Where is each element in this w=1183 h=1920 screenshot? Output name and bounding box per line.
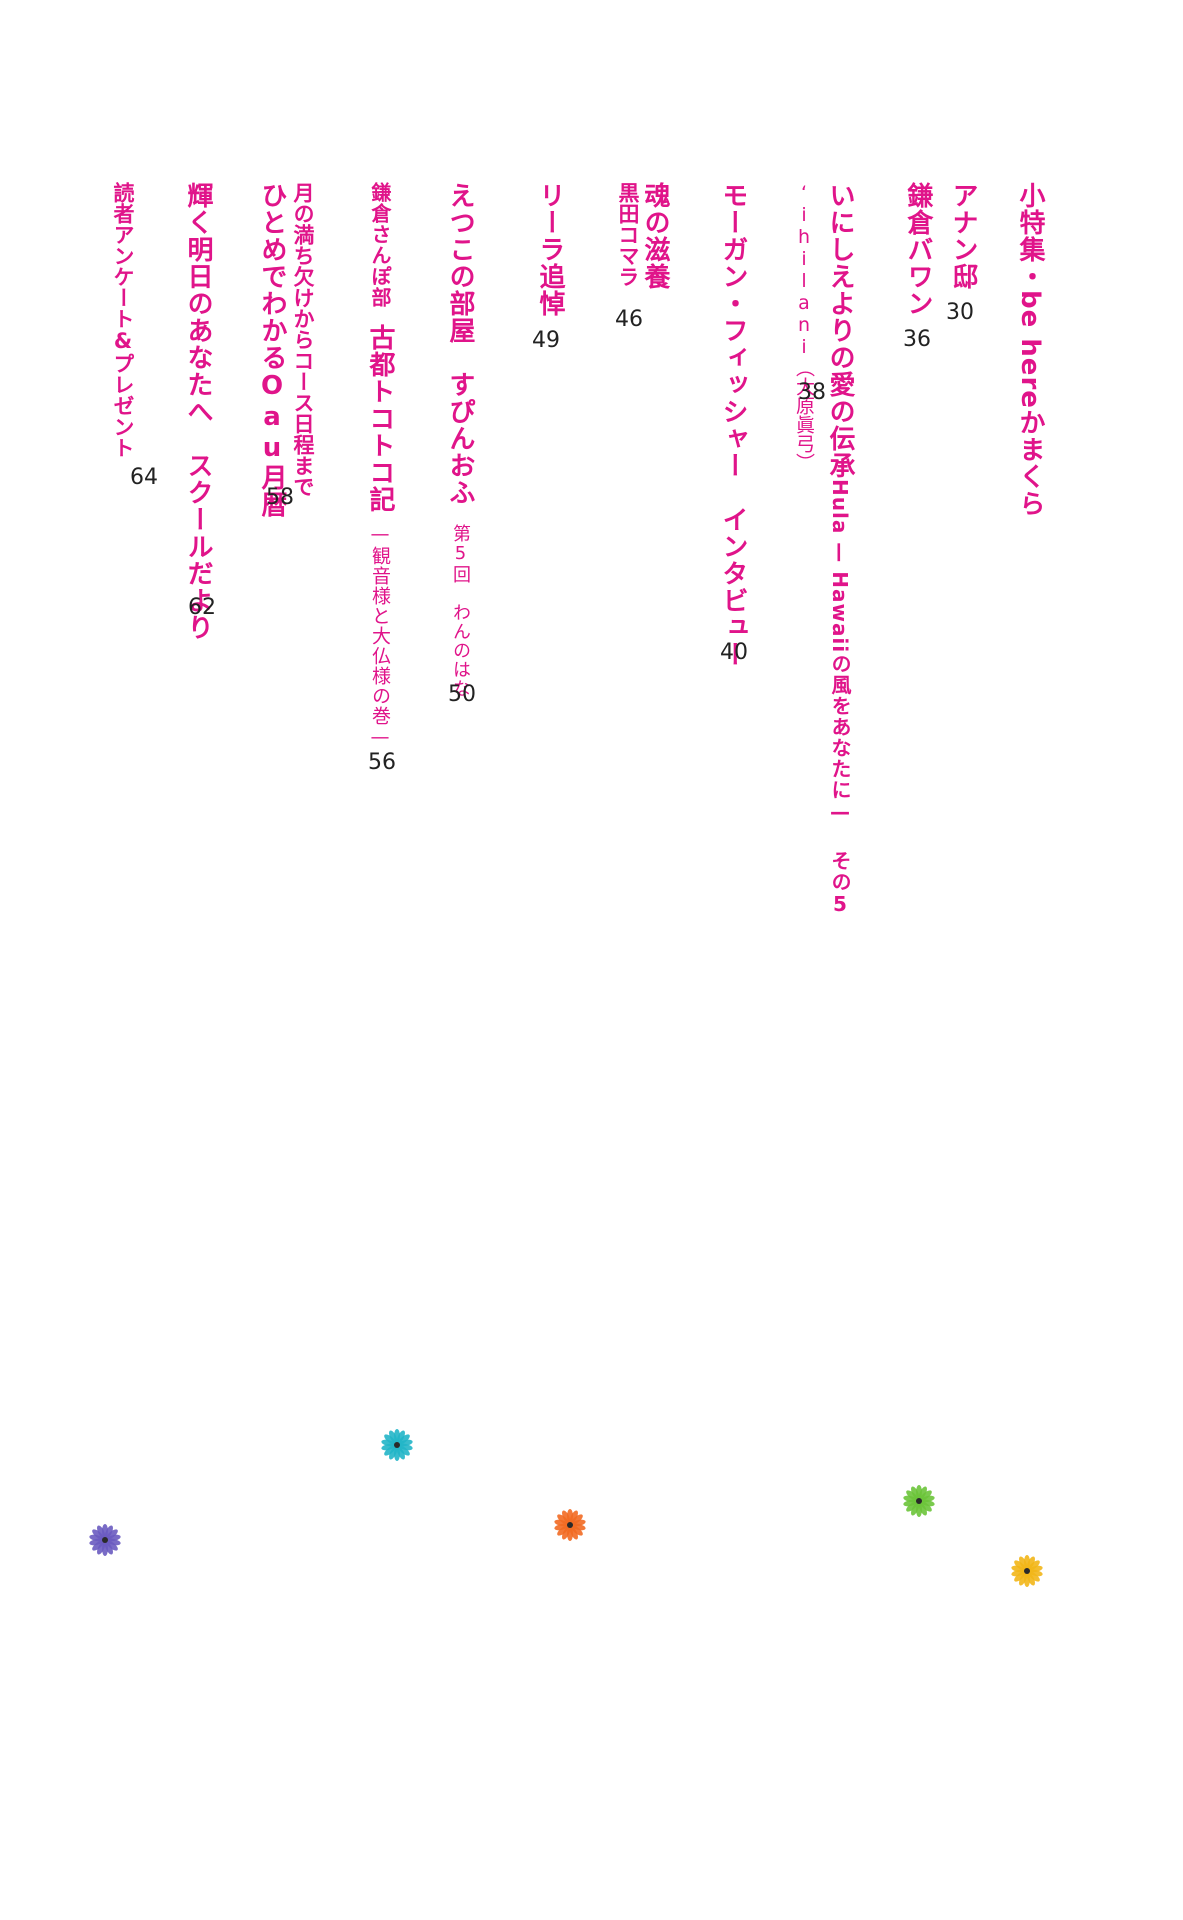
flower-petals: [1011, 1555, 1043, 1587]
toc-item-latin: Hula — Hawaii: [828, 479, 852, 654]
flower-petal: [562, 1510, 571, 1524]
toc-item-title: えつこの部屋 すぴんおふ: [445, 182, 475, 506]
toc-feature-title-latin: be here: [1015, 290, 1045, 409]
flower-petal: [389, 1446, 398, 1460]
orange-flower-icon: [554, 1509, 586, 1541]
green-flower-icon: [903, 1485, 935, 1517]
toc-item-subtitle: ‘ihilani（大原眞弓）: [793, 182, 815, 472]
toc-feature-title-jp: 小特集・: [1015, 182, 1045, 290]
toc-page-number: 36: [903, 327, 931, 352]
toc-item-calendar[interactable]: ひとめでわかるOau月暦: [257, 182, 287, 518]
toc-page-number: 49: [532, 328, 560, 353]
toc-page-number: 30: [946, 300, 974, 325]
flower-petal: [1019, 1572, 1028, 1586]
toc-item-title: リーラ追悼: [535, 182, 565, 317]
toc-item-title: いにしえよりの愛の伝承: [825, 182, 855, 479]
flower-petal: [104, 1525, 113, 1539]
flower-petal: [562, 1526, 571, 1540]
flower-petal: [1026, 1556, 1035, 1570]
toc-item-morgan[interactable]: モーガン・フィッシャー インタビュー: [718, 182, 748, 668]
toc-item-title: 古都トコトコ記: [365, 324, 395, 513]
toc-item-title: 読者アンケート&プレゼント: [111, 182, 135, 458]
toc-page-number: 64: [130, 465, 158, 490]
toc-feature-title-rest: かまくら: [1015, 408, 1045, 517]
flower-petal: [1014, 1560, 1026, 1571]
flower-petal: [389, 1430, 398, 1444]
flower-petal: [97, 1525, 106, 1539]
flower-petal: [906, 1490, 918, 1501]
flower-petal: [571, 1525, 583, 1536]
toc-item-bawan[interactable]: 鎌倉バワン: [903, 182, 933, 317]
toc-item-episode: 第5回 わんのはな: [450, 524, 471, 698]
flower-petal: [1019, 1556, 1028, 1570]
flower-petal: [557, 1514, 569, 1525]
flower-petals: [554, 1509, 586, 1541]
toc-page-number: 62: [188, 595, 216, 620]
toc-item-title: ひとめでわかるOau月暦: [257, 182, 287, 518]
toc-page-number: 38: [798, 380, 826, 405]
toc-item-title: モーガン・フィッシャー インタビュー: [718, 182, 748, 668]
flower-petal: [92, 1529, 104, 1540]
toc-item-school[interactable]: 輝く明日のあなたへ スクールだより: [183, 182, 213, 641]
toc-page-number: 58: [266, 485, 294, 510]
flower-petal: [911, 1486, 920, 1500]
toc-item-kamakura-sanpo[interactable]: 鎌倉さんぽ部古都トコトコ記 —観音様と大仏様の巻—: [365, 182, 395, 749]
flower-petal: [398, 1445, 410, 1456]
toc-page-number: 46: [615, 307, 643, 332]
toc-item-title: 鎌倉バワン: [903, 182, 933, 317]
toc-item-tamashii[interactable]: 魂の滋養: [640, 182, 670, 290]
teal-flower-icon: [381, 1429, 413, 1461]
toc-item-title: 輝く明日のあなたへ スクールだより: [183, 182, 213, 641]
flower-petal: [384, 1434, 396, 1445]
toc-item-leela[interactable]: リーラ追悼: [535, 182, 565, 317]
toc-page-number: 56: [368, 750, 396, 775]
toc-item-anan[interactable]: アナン邸: [948, 182, 978, 290]
toc-item-subtitle: —観音様と大仏様の巻—: [369, 523, 391, 749]
flower-petals: [89, 1524, 121, 1556]
toc-item-calendar-lead: 月の満ち欠けからコース日程まで: [291, 182, 315, 497]
toc-page-number: 40: [720, 640, 748, 665]
flower-petal: [396, 1430, 405, 1444]
toc-item-title: 魂の滋養: [640, 182, 670, 290]
flower-petal: [918, 1486, 927, 1500]
flower-petals: [903, 1485, 935, 1517]
toc-item-survey[interactable]: 読者アンケート&プレゼント: [111, 182, 135, 458]
flower-petals: [381, 1429, 413, 1461]
flower-petal: [1028, 1571, 1040, 1582]
flower-petal: [97, 1541, 106, 1555]
toc-page-number: 50: [448, 682, 476, 707]
toc-item-title: アナン邸: [948, 182, 978, 290]
toc-item-prefix: 鎌倉さんぽ部: [368, 182, 392, 308]
toc-item-title-rest: の風をあなたに— その5: [828, 653, 852, 918]
toc-feature-title: 小特集・be hereかまくら: [1015, 182, 1045, 517]
purple-flower-icon: [89, 1524, 121, 1556]
yellow-flower-icon: [1011, 1555, 1043, 1587]
toc-item-etsuko[interactable]: えつこの部屋 すぴんおふ第5回 わんのはな: [445, 182, 475, 698]
toc-item-author: 黒田コマラ: [616, 182, 640, 287]
flower-petal: [569, 1510, 578, 1524]
flower-petal: [920, 1501, 932, 1512]
flower-petal: [106, 1540, 118, 1551]
toc-item-hula[interactable]: いにしえよりの愛の伝承Hula — Hawaiiの風をあなたに— その5: [825, 182, 855, 918]
flower-petal: [911, 1502, 920, 1516]
